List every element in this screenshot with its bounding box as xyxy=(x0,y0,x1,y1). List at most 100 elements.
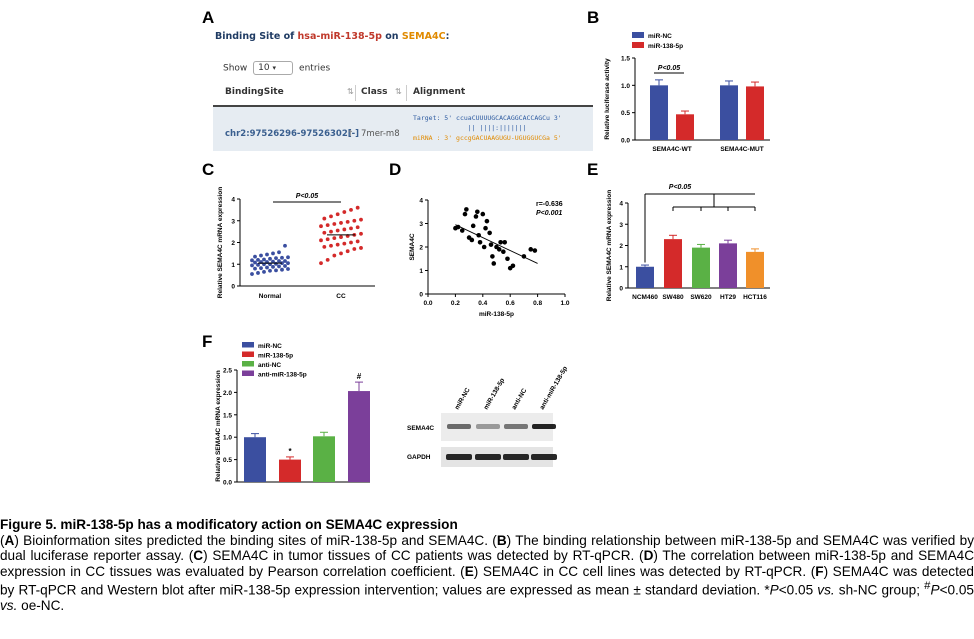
y-tick-label: 1.0 xyxy=(223,435,232,442)
table-header: BindingSite ⇅ Class ⇅ Alignment xyxy=(213,81,593,107)
blot-band xyxy=(475,454,501,460)
bar xyxy=(664,239,682,288)
column-header-alignment[interactable]: Alignment xyxy=(413,87,466,97)
binding-site-table: Binding Site of hsa-miR-138-5p on SEMA4C… xyxy=(213,27,593,153)
western-blot: miR-NC miR-138-5p anti-NC anti-miR-138-5p SE… xyxy=(407,365,569,467)
column-header-bindingsite[interactable]: BindingSite xyxy=(225,87,284,97)
entries-select-value: 10 xyxy=(258,63,270,73)
legend-label: anti-NC xyxy=(258,362,281,369)
data-point xyxy=(475,209,480,215)
x-tick-label: SW480 xyxy=(662,294,684,301)
y-tick-label: 0.5 xyxy=(223,457,232,464)
title-prefix: Binding Site of xyxy=(215,31,298,42)
regression-line xyxy=(455,224,538,264)
data-point xyxy=(510,263,516,269)
data-point xyxy=(459,228,465,233)
data-point xyxy=(339,235,343,239)
table-row: chr2:97526296-97526302[-] ↑ 7mer-m8 Targ… xyxy=(213,107,593,151)
data-point xyxy=(325,223,330,228)
y-tick-label: 0 xyxy=(619,286,623,293)
data-point xyxy=(349,240,353,245)
data-point xyxy=(256,258,260,262)
y-tick-label: 1 xyxy=(619,264,623,271)
sort-icon[interactable]: ⇅ xyxy=(347,87,354,96)
data-point xyxy=(329,229,333,234)
data-point xyxy=(329,243,333,248)
y-tick-label: 2 xyxy=(619,243,623,250)
data-point xyxy=(502,240,508,245)
bar xyxy=(720,85,738,140)
figure-charts: 0.0 0.5 1.0 1.5 Relative luciferase activity… xyxy=(215,32,770,487)
y-tick-label: 1.5 xyxy=(223,412,232,419)
y-tick-label: 0.5 xyxy=(621,110,630,117)
data-point xyxy=(501,249,506,254)
x-tick-label: 0.4 xyxy=(478,300,487,307)
legend-swatch xyxy=(242,351,254,357)
entries-select[interactable]: 10 ▾ xyxy=(253,61,294,75)
binding-site-title: Binding Site of hsa-miR-138-5p on SEMA4C… xyxy=(215,31,449,42)
bar xyxy=(279,459,301,482)
data-point xyxy=(271,264,275,269)
column-header-class[interactable]: Class xyxy=(361,87,388,97)
lane-label: miR-NC xyxy=(454,387,472,411)
y-tick-label: 0 xyxy=(231,284,235,291)
bar xyxy=(244,437,266,482)
data-point xyxy=(342,227,347,232)
data-point xyxy=(335,228,340,233)
data-point xyxy=(469,237,475,243)
data-point xyxy=(271,251,275,256)
chevron-down-icon: ▾ xyxy=(272,64,277,72)
data-point xyxy=(355,225,360,230)
data-point xyxy=(488,242,494,247)
legend-swatch xyxy=(242,342,254,348)
data-point xyxy=(262,257,266,262)
y-axis-label: Relative SEMA4C mRNA expression xyxy=(215,370,222,481)
panel-letter-f: F xyxy=(202,332,213,351)
y-tick-label: 4 xyxy=(619,201,623,208)
y-tick-label: 4 xyxy=(231,197,235,204)
data-point xyxy=(322,216,327,221)
panel-letter-c: C xyxy=(202,160,215,179)
data-point xyxy=(253,266,257,271)
x-tick-label: 0.6 xyxy=(506,300,515,307)
significance-label: P<0.05 xyxy=(658,65,680,72)
legend-label: miR-138-5p xyxy=(648,43,683,50)
x-tick-label: SEMA4C-MUT xyxy=(720,146,763,153)
data-point xyxy=(332,222,337,226)
annotation-p: P<0.001 xyxy=(536,210,562,217)
entries-control: Show 10 ▾ entries xyxy=(223,61,330,75)
data-point xyxy=(271,259,275,264)
data-point xyxy=(355,205,360,210)
x-tick-label: 0.2 xyxy=(451,300,460,307)
significance-mark: # xyxy=(357,372,362,381)
data-point xyxy=(253,260,257,265)
data-point xyxy=(335,242,340,247)
blot-band xyxy=(532,424,556,429)
x-tick-label: HT29 xyxy=(720,294,736,301)
data-point xyxy=(286,261,290,266)
legend-swatch xyxy=(632,32,644,38)
data-point xyxy=(349,226,353,231)
show-label: Show xyxy=(223,63,248,74)
data-point xyxy=(319,261,323,266)
data-point xyxy=(283,243,287,248)
data-point xyxy=(274,256,278,261)
bar xyxy=(348,391,370,482)
bar xyxy=(650,85,668,140)
legend-label: miR-NC xyxy=(648,33,672,40)
panel-letter-a: A xyxy=(202,8,215,27)
data-point xyxy=(480,211,486,217)
legend-label: miR-NC xyxy=(258,343,282,350)
data-point xyxy=(256,271,260,275)
sort-icon[interactable]: ⇅ xyxy=(395,87,402,96)
chart-c: 0 1 2 3 4 Relative SEMA4C mRNA expression Norm… xyxy=(217,187,375,300)
pair-line: || ||||:||||||| xyxy=(413,124,527,132)
binding-site-cell[interactable]: chr2:97526296-97526302[-] xyxy=(225,129,360,139)
legend-swatch xyxy=(242,370,254,376)
x-tick-label: Normal xyxy=(259,293,282,300)
y-tick-label: 1 xyxy=(231,262,235,269)
data-point xyxy=(470,223,476,229)
significance-label: P<0.05 xyxy=(296,193,318,200)
blot-band xyxy=(476,424,500,429)
data-point xyxy=(280,255,284,260)
